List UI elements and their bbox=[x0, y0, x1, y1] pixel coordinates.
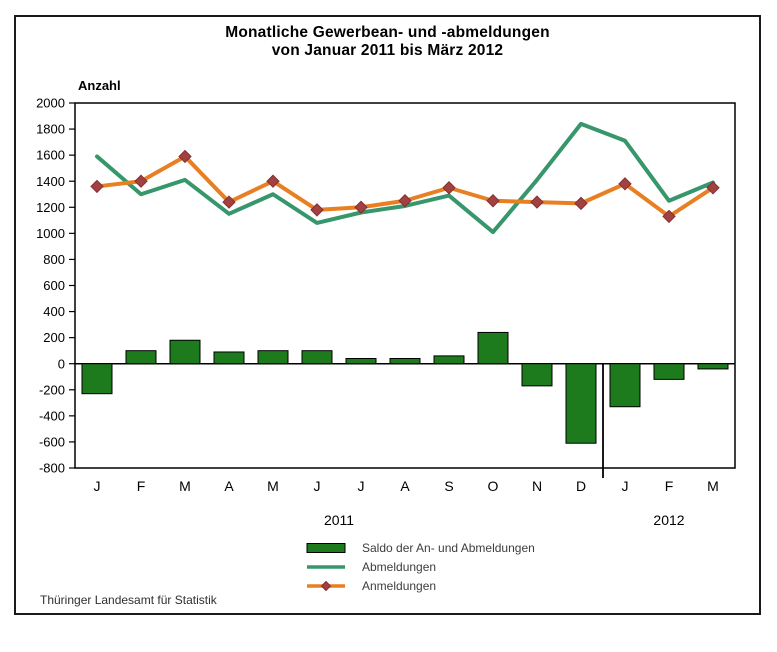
abmeldungen-line-swatch-icon bbox=[307, 564, 345, 569]
saldo-bar bbox=[477, 331, 509, 365]
saldo-bar bbox=[301, 350, 333, 365]
saldo-bar bbox=[257, 350, 289, 365]
saldo-bar bbox=[125, 350, 157, 365]
month-label: F bbox=[665, 478, 674, 494]
year-label: 2011 bbox=[324, 512, 354, 528]
anmeldungen-marker bbox=[266, 174, 280, 188]
month-label: J bbox=[622, 478, 629, 494]
legend-item-abmeldungen: Abmeldungen bbox=[306, 557, 535, 576]
saldo-bar bbox=[697, 363, 729, 370]
y-tick-label: 1000 bbox=[36, 226, 65, 241]
saldo-bar bbox=[565, 363, 597, 444]
chart-title-line2: von Januar 2011 bis März 2012 bbox=[271, 42, 504, 59]
y-tick-label: -400 bbox=[39, 408, 65, 423]
anmeldungen-marker bbox=[310, 203, 324, 217]
month-label: M bbox=[707, 478, 719, 494]
anmeldungen-marker bbox=[90, 179, 104, 194]
saldo-bar bbox=[81, 363, 113, 395]
anmeldungen-marker bbox=[134, 174, 148, 188]
anmeldungen-marker bbox=[530, 195, 544, 209]
y-tick-label: 200 bbox=[43, 330, 65, 345]
legend-item-anmeldungen: Anmeldungen bbox=[306, 576, 535, 595]
month-label: J bbox=[358, 478, 365, 494]
saldo-bar bbox=[389, 358, 421, 365]
anmeldungen-marker bbox=[354, 200, 368, 214]
chart-title-line1: Monatliche Gewerbean- und -abmeldungen bbox=[225, 24, 550, 41]
y-tick-label: 400 bbox=[43, 304, 65, 319]
chart-title: Monatliche Gewerbean- und -abmeldungen v… bbox=[14, 24, 761, 60]
month-label: M bbox=[179, 478, 191, 494]
y-tick-label: 1400 bbox=[36, 174, 65, 189]
saldo-bar bbox=[521, 363, 553, 387]
y-tick-label: -600 bbox=[39, 434, 65, 449]
y-tick-label: 0 bbox=[58, 356, 65, 371]
saldo-bar bbox=[433, 355, 465, 365]
saldo-bar bbox=[609, 363, 641, 408]
saldo-bar-swatch-icon bbox=[306, 542, 346, 553]
anmeldungen-marker bbox=[574, 196, 588, 211]
saldo-bar bbox=[653, 363, 685, 380]
anmeldungen-line-swatch-icon bbox=[307, 580, 345, 591]
y-tick-label: 1200 bbox=[36, 200, 65, 215]
anmeldungen-marker bbox=[486, 194, 500, 208]
saldo-bar bbox=[169, 339, 201, 365]
year-label: 2012 bbox=[653, 512, 684, 528]
month-label: F bbox=[137, 478, 146, 494]
month-label: O bbox=[488, 478, 499, 494]
anmeldungen-marker bbox=[222, 195, 236, 209]
y-tick-label: 1600 bbox=[36, 148, 65, 163]
legend-item-saldo: Saldo der An- und Abmeldungen bbox=[306, 538, 535, 557]
month-label: D bbox=[576, 478, 586, 494]
anmeldungen-marker bbox=[618, 177, 632, 191]
legend-label-saldo: Saldo der An- und Abmeldungen bbox=[362, 540, 535, 555]
legend: Saldo der An- und Abmeldungen Abmeldunge… bbox=[306, 538, 535, 595]
month-label: J bbox=[94, 478, 101, 494]
y-tick-label: -800 bbox=[39, 461, 65, 476]
abmeldungen-line bbox=[95, 121, 715, 235]
month-label: S bbox=[444, 478, 453, 494]
anmeldungen-marker bbox=[706, 181, 720, 195]
y-tick-label: 1800 bbox=[36, 122, 65, 137]
anmeldungen-marker bbox=[178, 149, 192, 164]
y-axis-title: Anzahl bbox=[78, 78, 121, 93]
month-label: M bbox=[267, 478, 279, 494]
legend-label-anmeldungen: Anmeldungen bbox=[362, 578, 437, 593]
y-tick-label: 600 bbox=[43, 278, 65, 293]
y-tick-label: 800 bbox=[43, 252, 65, 267]
y-tick-label: 2000 bbox=[36, 96, 65, 111]
anmeldungen-marker bbox=[442, 181, 456, 195]
month-label: J bbox=[314, 478, 321, 494]
month-label: A bbox=[224, 478, 234, 494]
chart-outer-border bbox=[14, 15, 761, 615]
source-attribution: Thüringer Landesamt für Statistik bbox=[40, 593, 217, 607]
month-label: N bbox=[532, 478, 542, 494]
anmeldungen-marker bbox=[662, 209, 676, 224]
saldo-bar bbox=[345, 358, 377, 365]
anmeldungen-marker bbox=[398, 194, 412, 208]
month-label: A bbox=[400, 478, 410, 494]
saldo-bar bbox=[213, 351, 245, 365]
legend-label-abmeldungen: Abmeldungen bbox=[362, 559, 437, 574]
y-tick-label: -200 bbox=[39, 382, 65, 397]
